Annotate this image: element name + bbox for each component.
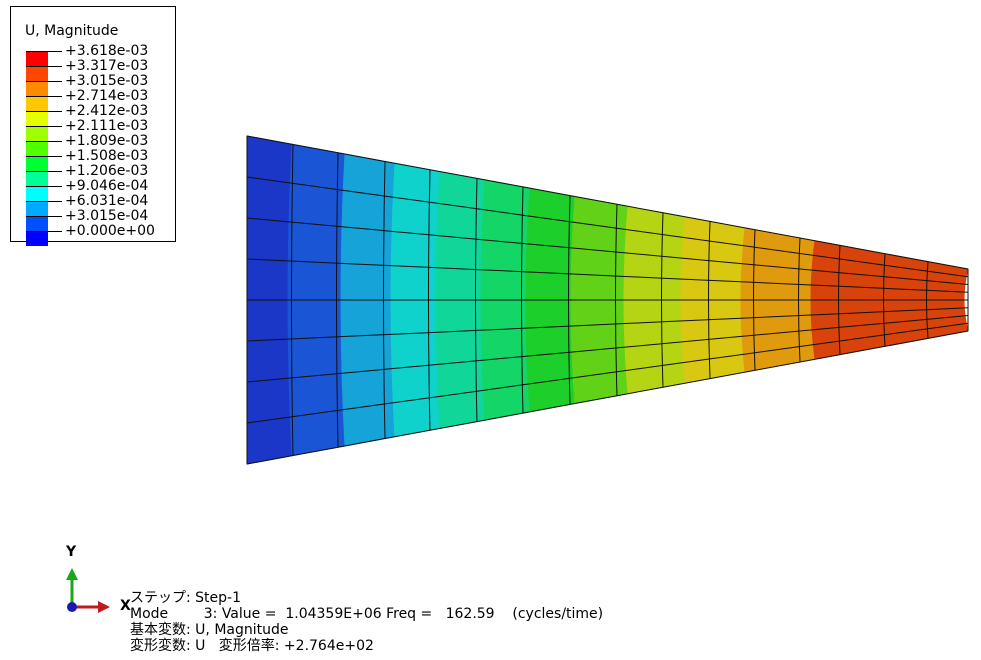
axis-triad: Y X (55, 540, 135, 620)
legend-tick (26, 171, 62, 172)
legend-swatch (26, 81, 48, 96)
legend-label: +3.015e-03 (65, 73, 149, 89)
step-line: ステップ: Step-1 (130, 590, 242, 606)
legend-tick (26, 156, 62, 157)
mesh-line-horizontal (246, 315, 969, 383)
legend-tick (26, 201, 62, 202)
legend-label: +6.031e-04 (65, 193, 149, 209)
legend-swatch (26, 186, 48, 201)
legend-swatch (26, 216, 48, 231)
legend-swatch (26, 51, 48, 66)
primary-variable-line: 基本変数: U, Magnitude (130, 622, 289, 638)
legend-swatch (26, 66, 48, 81)
legend-tick (26, 96, 62, 97)
info-block: ステップ: Step-1 Mode 3: Value = 1.04359E+06… (130, 590, 603, 654)
legend-swatch (26, 201, 48, 216)
legend-label: +9.046e-04 (65, 178, 149, 194)
legend-swatch (26, 141, 48, 156)
legend-tick (26, 141, 62, 142)
mesh-line-horizontal (246, 322, 969, 424)
legend-title: U, Magnitude (25, 23, 119, 39)
y-arrow-icon (66, 568, 78, 580)
legend-swatch (26, 126, 48, 141)
mesh-line-horizontal (246, 217, 969, 285)
mesh-line-horizontal (246, 258, 969, 293)
legend-tick (26, 66, 62, 67)
legend-swatch (26, 231, 48, 246)
legend-swatch (26, 171, 48, 186)
origin-dot-icon (67, 602, 77, 612)
legend-label: +2.714e-03 (65, 88, 149, 104)
mesh-lines (246, 135, 969, 465)
legend-tick (26, 81, 62, 82)
legend-label: +3.317e-03 (65, 58, 149, 74)
legend-tick (26, 231, 62, 232)
mesh-line-horizontal (246, 330, 969, 465)
legend-box: U, Magnitude +3.618e-03 +3.317e-03 +3.015e… (10, 6, 176, 246)
legend-swatch (26, 156, 48, 171)
mode-line: Mode 3: Value = 1.04359E+06 Freq = 162.5… (130, 606, 604, 622)
legend-label: +1.508e-03 (65, 148, 149, 164)
mesh-line-horizontal (246, 307, 969, 342)
legend-tick (26, 216, 62, 217)
legend-label: +1.206e-03 (65, 163, 149, 179)
legend-tick (26, 51, 62, 52)
deformed-variable-line: 変形変数: U 変形倍率: +2.764e+02 (130, 638, 374, 654)
legend-tick (26, 126, 62, 127)
legend-tick (26, 111, 62, 112)
legend-swatch (26, 111, 48, 126)
legend-label: +0.000e+00 (65, 223, 155, 239)
mesh-line-horizontal (246, 135, 969, 270)
triad-arrows (66, 568, 110, 613)
legend-label: +2.111e-03 (65, 118, 149, 134)
mesh-line-horizontal (246, 176, 969, 278)
legend-label: +1.809e-03 (65, 133, 149, 149)
legend-swatch (26, 96, 48, 111)
legend-label: +3.618e-03 (65, 43, 149, 59)
y-axis-label: Y (66, 544, 77, 560)
legend-tick (26, 186, 62, 187)
x-axis-label: X (120, 598, 131, 614)
legend-label: +2.412e-03 (65, 103, 149, 119)
x-arrow-icon (98, 601, 110, 613)
legend-label: +3.015e-04 (65, 208, 149, 224)
